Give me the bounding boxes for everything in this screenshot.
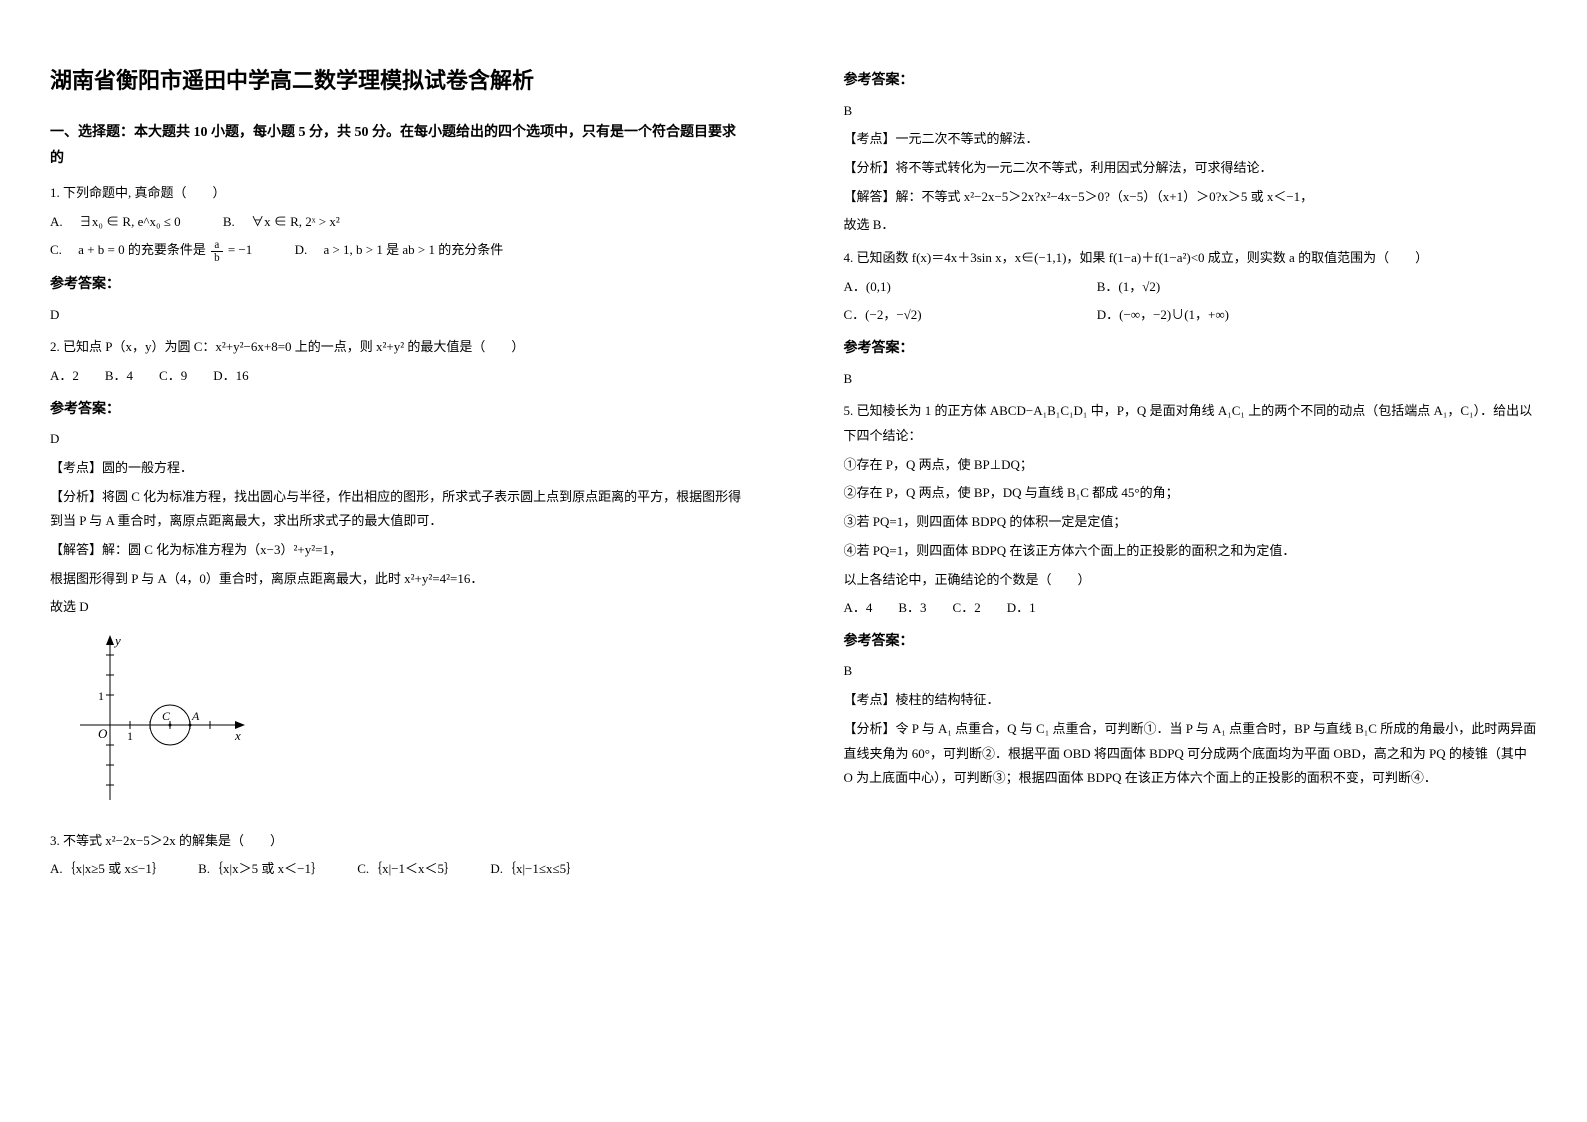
q3-answer: B xyxy=(844,99,1538,124)
q5-answer: B xyxy=(844,659,1538,684)
q2-solve3: 故选 D xyxy=(50,595,744,620)
section-choice-header: 一、选择题：本大题共 10 小题，每小题 5 分，共 50 分。在每小题给出的四… xyxy=(50,120,744,173)
q2-solve1: 【解答】解：圆 C 化为标准方程为（x−3）²+y²=1， xyxy=(50,538,744,563)
q3-text: 3. 不等式 x²−2x−5＞2x 的解集是（ ） xyxy=(50,829,744,854)
q5-ask: 以上各结论中，正确结论的个数是（ ） xyxy=(844,568,1538,593)
q2-answer-label: 参考答案： xyxy=(50,397,744,424)
q3-optC: C.｛x|−1＜x＜5｝ xyxy=(357,857,457,882)
page-title: 湖南省衡阳市遥田中学高二数学理模拟试卷含解析 xyxy=(50,60,744,102)
q1-optC-frac: a b xyxy=(211,239,223,264)
frac-num: a xyxy=(211,239,223,252)
point-C: C xyxy=(162,709,171,723)
q3-optD: D.｛x|−1≤x≤5｝ xyxy=(490,857,579,882)
q5-analysis: 【分析】令 P 与 A₁ 点重合，Q 与 C₁ 点重合，可判断①．当 P 与 A… xyxy=(844,717,1538,791)
q1-optC-prefix: C. xyxy=(50,242,75,257)
q1-answer-label: 参考答案： xyxy=(50,272,744,299)
q2-answer: D xyxy=(50,427,744,452)
q2-topic: 【考点】圆的一般方程． xyxy=(50,456,744,481)
q1-options-row1: A. ∃x₀ ∈ R, e^x₀ ≤ 0 B. ∀x ∈ R, 2ˣ > x² xyxy=(50,210,744,235)
q4-opts-row2: C．(−2，−√2) D．(−∞，−2)∪(1，+∞) xyxy=(844,303,1538,328)
q5-s4: ④若 PQ=1，则四面体 BDPQ 在该正方体六个面上的正投影的面积之和为定值． xyxy=(844,539,1538,564)
q4-optD: D．(−∞，−2)∪(1，+∞) xyxy=(1097,303,1229,328)
q1-optD-prefix: D. xyxy=(256,242,321,257)
coordinate-graph-svg: y x O 1 1 C A xyxy=(70,630,250,810)
q2-opts: A．2 B．4 C．9 D．16 xyxy=(50,364,744,389)
q3-analysis: 【分析】将不等式转化为一元二次不等式，利用因式分解法，可求得结论． xyxy=(844,156,1538,181)
ytick-1: 1 xyxy=(98,689,104,703)
q1-optB: ∀x ∈ R, 2ˣ > x² xyxy=(251,214,340,229)
q5-opts: A．4 B．3 C．2 D．1 xyxy=(844,596,1538,621)
q5-s1: ①存在 P，Q 两点，使 BP⊥DQ； xyxy=(844,453,1538,478)
q5-answer-label: 参考答案： xyxy=(844,629,1538,656)
axis-y-label: y xyxy=(113,633,121,648)
q1-optC-post: = −1 xyxy=(228,242,252,257)
q3-optA: A.｛x|x≥5 或 x≤−1｝ xyxy=(50,857,165,882)
q3-solve: 【解答】解：不等式 x²−2x−5＞2x?x²−4x−5＞0?（x−5）（x+1… xyxy=(844,185,1538,210)
q5-s3: ③若 PQ=1，则四面体 BDPQ 的体积一定是定值； xyxy=(844,510,1538,535)
xtick-1: 1 xyxy=(127,729,133,743)
q1-answer: D xyxy=(50,303,744,328)
q1-optC-pre: a + b = 0 的充要条件是 xyxy=(78,242,206,257)
origin-label: O xyxy=(98,726,108,741)
frac-den: b xyxy=(211,252,223,264)
q4-opts-row1: A．(0,1) B．(1，√2) xyxy=(844,275,1538,300)
q4-optB: B．(1，√2) xyxy=(1097,275,1160,300)
q1-space: B. xyxy=(184,214,248,229)
q3-topic: 【考点】一元二次不等式的解法． xyxy=(844,127,1538,152)
q4-answer-label: 参考答案： xyxy=(844,336,1538,363)
q1-optD: a > 1, b > 1 是 ab > 1 的充分条件 xyxy=(323,242,503,257)
q5-s2: ②存在 P，Q 两点，使 BP，DQ 与直线 B₁C 都成 45°的角； xyxy=(844,481,1538,506)
left-column: 湖南省衡阳市遥田中学高二数学理模拟试卷含解析 一、选择题：本大题共 10 小题，… xyxy=(0,0,794,1122)
q4-optA: A．(0,1) xyxy=(844,275,1064,300)
right-column: 参考答案： B 【考点】一元二次不等式的解法． 【分析】将不等式转化为一元二次不… xyxy=(794,0,1587,1122)
q3-opts: A.｛x|x≥5 或 x≤−1｝ B.｛x|x＞5 或 x＜−1｝ C.｛x|−… xyxy=(50,857,744,882)
q2-analysis: 【分析】将圆 C 化为标准方程，找出圆心与半径，作出相应的图形，所求式子表示圆上… xyxy=(50,485,744,534)
q1-optA-prefix: A. xyxy=(50,214,76,229)
q5-topic: 【考点】棱柱的结构特征． xyxy=(844,688,1538,713)
q4-answer: B xyxy=(844,367,1538,392)
q3-optB: B.｛x|x＞5 或 x＜−1｝ xyxy=(198,857,324,882)
q1-options-row2: C. a + b = 0 的充要条件是 a b = −1 D. a > 1, b… xyxy=(50,238,744,264)
q2-solve2: 根据图形得到 P 与 A（4，0）重合时，离原点距离最大，此时 x²+y²=4²… xyxy=(50,567,744,592)
q4-optC: C．(−2，−√2) xyxy=(844,303,1064,328)
q3-answer-label: 参考答案： xyxy=(844,68,1538,95)
q1-text: 1. 下列命题中, 真命题（ ） xyxy=(50,181,744,206)
q4-text: 4. 已知函数 f(x)＝4x＋3sin x，x∈(−1,1)，如果 f(1−a… xyxy=(844,246,1538,271)
q5-text: 5. 已知棱长为 1 的正方体 ABCD−A₁B₁C₁D₁ 中，P，Q 是面对角… xyxy=(844,399,1538,448)
point-A: A xyxy=(191,709,200,723)
q1-optA: ∃x₀ ∈ R, e^x₀ ≤ 0 xyxy=(79,214,181,229)
q2-graph: y x O 1 1 C A xyxy=(70,630,744,819)
q2-text: 2. 已知点 P（x，y）为圆 C：x²+y²−6x+8=0 上的一点，则 x²… xyxy=(50,335,744,360)
axis-x-label: x xyxy=(234,728,241,743)
q3-solve2: 故选 B． xyxy=(844,213,1538,238)
